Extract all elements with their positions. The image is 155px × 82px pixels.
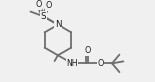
Text: O: O: [35, 0, 42, 9]
Text: O: O: [84, 46, 91, 56]
Text: O: O: [97, 59, 104, 68]
Text: S: S: [40, 12, 46, 21]
Text: NH: NH: [66, 59, 78, 68]
Text: O: O: [46, 1, 52, 10]
Text: N: N: [55, 20, 61, 29]
